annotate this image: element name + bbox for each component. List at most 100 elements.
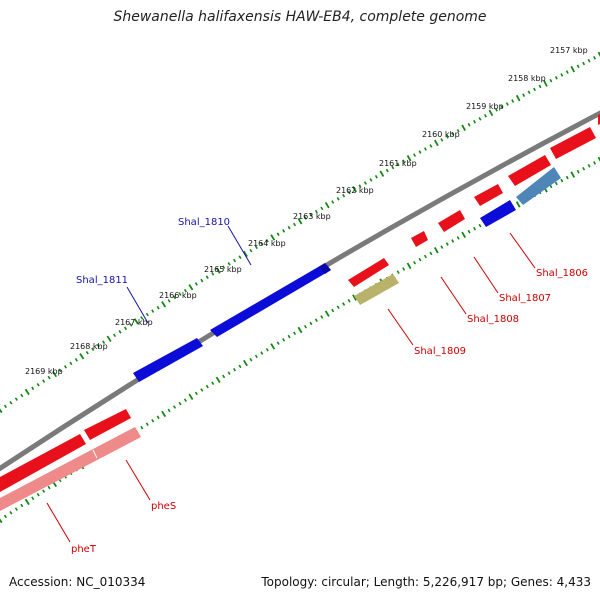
tick-mark xyxy=(515,94,521,102)
tick-mark xyxy=(140,316,144,320)
tick-mark xyxy=(554,75,558,80)
tick-mark xyxy=(527,90,531,95)
tick-mark xyxy=(3,404,8,409)
tick-mark xyxy=(440,138,444,142)
tick-mark xyxy=(309,321,313,326)
gene-shal-1807[interactable] xyxy=(438,210,465,232)
tick-mark xyxy=(461,124,466,132)
tick-mark xyxy=(347,190,351,195)
tick-mark xyxy=(215,376,221,384)
label-shal-1810: Shal_1810 xyxy=(178,217,230,228)
tick-mark xyxy=(173,295,177,300)
label-shal-1806: Shal_1806 xyxy=(536,268,588,279)
tick-mark xyxy=(374,175,378,179)
tick-mark xyxy=(483,114,487,118)
tick-mark xyxy=(418,150,422,154)
tick-mark xyxy=(478,117,482,121)
gene-shal-1806[interactable] xyxy=(508,155,551,186)
gene-shal-1811[interactable] xyxy=(133,338,203,382)
tick-mark xyxy=(538,84,542,89)
tick-mark xyxy=(456,236,460,240)
tick-mark xyxy=(194,282,198,286)
tick-mark xyxy=(461,231,466,239)
tick-mark xyxy=(565,175,569,180)
tick-mark xyxy=(249,357,253,362)
tick-mark xyxy=(14,397,18,401)
tick-mark xyxy=(293,331,297,336)
tick-mark xyxy=(161,301,167,308)
tick-mark xyxy=(63,365,67,369)
tick-mark xyxy=(69,361,73,366)
tick-mark xyxy=(74,358,78,362)
tick-mark xyxy=(429,144,433,148)
tick-mark xyxy=(0,518,3,524)
tick-mark xyxy=(24,498,30,506)
tick-mark xyxy=(303,324,307,329)
outer-tick-ruler xyxy=(0,51,600,414)
gene-shal-1806-steel[interactable] xyxy=(516,167,561,205)
tick-mark xyxy=(276,341,280,345)
gene-shal-1807b[interactable] xyxy=(474,184,503,206)
tick-mark xyxy=(3,514,8,519)
tick-mark xyxy=(85,350,89,355)
tick-mark xyxy=(79,353,85,360)
gene-phet-pseudo[interactable] xyxy=(0,427,141,511)
tick-mark xyxy=(36,382,40,387)
gene-phet[interactable] xyxy=(0,434,86,492)
label-shal-1807: Shal_1807 xyxy=(499,293,551,304)
tick-mark xyxy=(238,255,242,259)
gene-shal-1808[interactable] xyxy=(411,231,428,247)
tick-mark xyxy=(352,186,357,193)
tick-mark xyxy=(151,418,155,423)
gene-shal-1809-pseudo[interactable] xyxy=(354,274,399,305)
tick-mark xyxy=(515,201,521,208)
tick-mark xyxy=(276,232,280,237)
tick-mark xyxy=(511,99,515,103)
gene-shal-1810[interactable] xyxy=(210,263,331,337)
gene-shal-1809-top[interactable] xyxy=(348,258,389,287)
tick-mark xyxy=(324,201,330,209)
tick-mark xyxy=(254,245,258,250)
tick-mark xyxy=(282,338,286,342)
map-title: Shewanella halifaxensis HAW-EB4, complet… xyxy=(113,9,487,25)
tick-mark xyxy=(423,254,427,259)
tick-mark xyxy=(587,164,591,168)
tick-mark xyxy=(151,309,155,313)
tick-mark xyxy=(238,364,242,369)
tick-mark xyxy=(58,368,62,373)
tick-mark xyxy=(123,326,127,331)
tick-mark xyxy=(265,238,269,243)
tick-mark xyxy=(402,267,406,271)
tick-mark xyxy=(178,292,182,296)
tick-mark xyxy=(396,270,400,274)
tick-mark xyxy=(20,503,24,508)
tick-mark xyxy=(254,354,258,359)
tick-mark xyxy=(467,229,471,234)
genome-backbone xyxy=(0,110,600,472)
tick-mark xyxy=(211,272,215,276)
tick-mark xyxy=(402,159,406,164)
tick-mark xyxy=(543,80,548,87)
tick-mark xyxy=(0,408,3,414)
tick-mark xyxy=(194,391,198,396)
tick-mark xyxy=(287,225,291,230)
tick-mark xyxy=(331,200,335,204)
tick-mark xyxy=(478,223,482,228)
tick-mark xyxy=(533,87,537,92)
tick-mark xyxy=(582,61,586,66)
tick-mark xyxy=(565,70,569,74)
tick-mark xyxy=(570,171,576,178)
kbp-label: 2163 kbp xyxy=(293,212,331,221)
tick-mark xyxy=(282,229,286,233)
gene-shal-1807-rev[interactable] xyxy=(480,200,516,227)
tick-mark xyxy=(270,343,276,350)
tick-mark xyxy=(576,64,580,69)
tick-mark xyxy=(42,489,46,493)
tick-mark xyxy=(297,326,303,334)
tick-mark xyxy=(587,58,591,63)
gene-phes[interactable] xyxy=(84,409,131,440)
tick-mark xyxy=(52,370,58,378)
tick-mark xyxy=(451,239,455,243)
tick-mark xyxy=(456,128,460,133)
tick-mark xyxy=(145,312,149,317)
